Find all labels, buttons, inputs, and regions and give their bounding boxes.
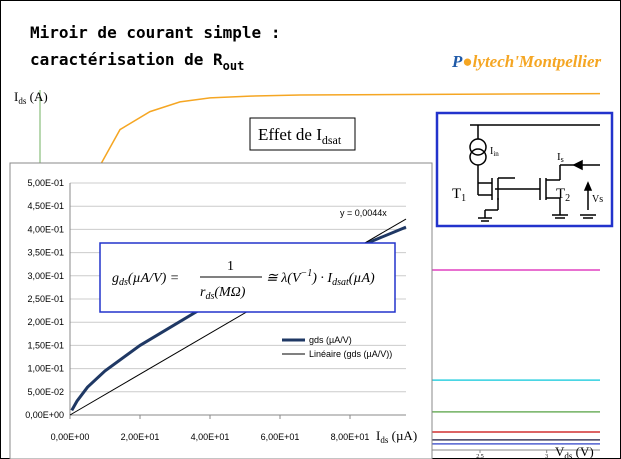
circuit	[435, 111, 614, 228]
circuit-is: Is	[557, 151, 564, 164]
t: ds	[564, 451, 573, 459]
t: r	[200, 285, 206, 300]
x-tick-label: 0,00E+00	[51, 432, 90, 442]
fg-x-label: Ids (µA)	[376, 428, 417, 445]
t: P	[451, 52, 463, 71]
t: out	[223, 59, 245, 73]
title-1: Miroir de courant simple :	[30, 23, 280, 42]
t: (V)	[572, 444, 593, 459]
y-tick-label: 2,00E-01	[27, 317, 64, 327]
t: I	[490, 146, 493, 157]
f-lhs: gds(µA/V) =	[112, 271, 179, 288]
y-tick-label: 1,00E-01	[27, 364, 64, 374]
formula: gds(µA/V) = 1 rds(MΩ) ≅ λ(V−1) · Idsat(µ…	[112, 259, 375, 302]
y-tick-label: 3,50E-01	[27, 248, 64, 258]
t: I	[376, 428, 380, 443]
x-tick-label: 4,00E+01	[191, 432, 230, 442]
t: Effet de I	[258, 125, 322, 144]
bg-y-label: Ids (A)	[14, 89, 48, 106]
y-tick-label: 3,00E-01	[27, 271, 64, 281]
circuit-iin: Iin	[490, 146, 499, 158]
trend-label: y = 0,0044x	[340, 208, 387, 218]
t: s	[561, 155, 564, 164]
bg-tick-label: 2.5	[476, 454, 484, 459]
legend-label: gds (µA/V)	[309, 335, 352, 345]
t: dsat	[322, 133, 342, 147]
x-tick-label: 6,00E+01	[261, 432, 300, 442]
x-tick-label: 2,00E+01	[121, 432, 160, 442]
t: V	[555, 444, 565, 459]
t: (µA)	[388, 428, 417, 443]
t: −1	[301, 268, 313, 279]
t: ) · I	[311, 271, 333, 286]
t: T	[452, 186, 461, 202]
t: ds	[18, 96, 27, 106]
legend-label: Linéaire (gds (µA/V))	[309, 349, 392, 359]
t: (µA)	[349, 271, 375, 286]
t: caractérisation de R	[30, 50, 223, 69]
y-tick-label: 2,50E-01	[27, 294, 64, 304]
t: lytech'Montpellier	[473, 52, 602, 71]
f-den: rds(MΩ)	[200, 285, 246, 302]
t: I	[557, 151, 561, 163]
circuit-t2: T2	[556, 186, 570, 204]
logo: P●lytech'Montpellier	[451, 52, 601, 71]
t: g	[112, 271, 119, 286]
title-2: caractérisation de Rout	[30, 50, 244, 73]
t: 2	[565, 193, 570, 204]
t: in	[493, 150, 499, 158]
y-tick-label: 4,00E-01	[27, 224, 64, 234]
bg-x-label: Vds (V)	[555, 444, 594, 459]
t: ds	[205, 291, 214, 302]
t: ds	[119, 277, 128, 288]
t: (µA/V) =	[128, 271, 179, 286]
bg-tick-label: 3	[545, 454, 548, 459]
f-num: 1	[227, 259, 234, 274]
t: 1	[461, 193, 466, 204]
t: dsat	[332, 277, 349, 288]
t: I	[14, 89, 18, 104]
y-tick-label: 1,50E-01	[27, 340, 64, 350]
x-tick-label: 8,00E+01	[331, 432, 370, 442]
y-tick-label: 5,00E-02	[27, 387, 64, 397]
bg-line	[99, 92, 601, 166]
t: ≅ λ(V	[266, 271, 302, 286]
circuit-t1: T1	[452, 186, 466, 204]
circuit-vs: Vs	[592, 194, 603, 205]
t: (MΩ)	[214, 285, 245, 300]
t: (A)	[26, 89, 47, 104]
y-tick-label: 5,00E-01	[27, 178, 64, 188]
t: ds	[380, 435, 389, 445]
f-rhs: ≅ λ(V−1) · Idsat(µA)	[266, 268, 375, 288]
y-tick-label: 0,00E+00	[25, 410, 64, 420]
effect-text: Effet de Idsat	[258, 125, 342, 147]
t: T	[556, 186, 565, 202]
y-tick-label: 4,50E-01	[27, 201, 64, 211]
effect-box	[249, 117, 356, 151]
